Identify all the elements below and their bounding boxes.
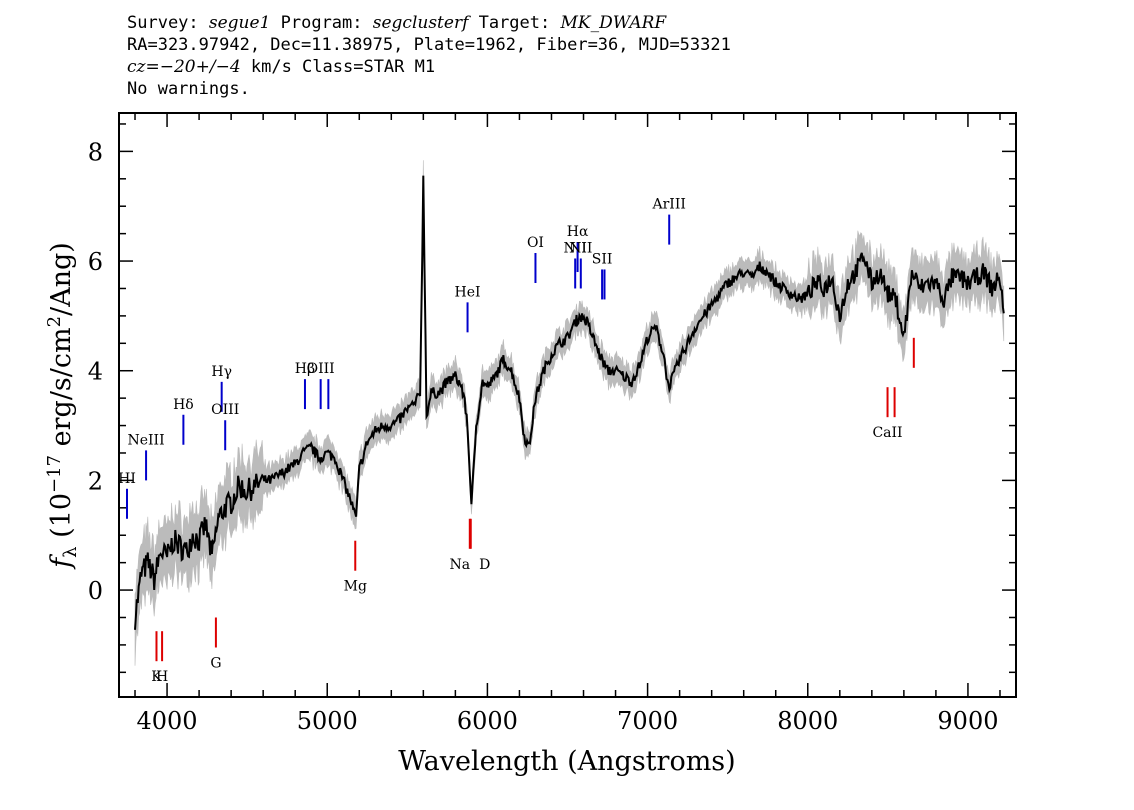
emission-line-label: Hδ — [173, 397, 194, 413]
y-axis-label: fλ (10−17 erg/s/cm2/Ang) — [44, 242, 81, 570]
target-label: Target: — [468, 13, 561, 33]
absorption-line-label: Mg — [344, 579, 367, 595]
header-line-warnings: No warnings. — [127, 79, 250, 99]
y-label-exp2: 2 — [44, 316, 65, 327]
survey-label: Survey: — [127, 13, 209, 33]
x-tick-label: 6000 — [457, 707, 518, 735]
y-label-tail: erg/s/cm — [46, 327, 77, 455]
y-tick-label: 4 — [88, 358, 103, 386]
absorption-line-label: Na — [449, 557, 470, 573]
y-tick-label: 8 — [88, 138, 103, 166]
x-axis-label: Wavelength (Angstroms) — [398, 746, 735, 777]
y-label-end: /Ang) — [46, 242, 77, 316]
absorption-line-label: CaII — [872, 425, 902, 441]
emission-line-label: NeIII — [127, 432, 164, 448]
cz-value: =−20+/−4 — [145, 57, 241, 77]
y-label-sub: λ — [60, 546, 81, 557]
emission-line-label: OIII — [307, 361, 335, 377]
program-label: Program: — [270, 13, 373, 33]
flux-line — [134, 175, 1005, 630]
absorption-line-label: D — [479, 557, 490, 573]
emission-line-label: OIII — [211, 402, 239, 418]
axis-ticks: 4000 5000 6000 7000 8000 9000 0 2 4 6 8 — [88, 113, 1016, 735]
plot-frame — [118, 112, 1017, 698]
target-value: MK_DWARF — [560, 13, 667, 33]
emission-line-label: ArIII — [652, 197, 686, 213]
absorption-line-label: H — [156, 669, 168, 685]
header-line-survey: Survey: segue1 Program: segclusterf Targ… — [127, 12, 731, 34]
emission-line-label: SII — [592, 251, 613, 267]
x-tick-label: 5000 — [297, 707, 358, 735]
class-text: km/s Class=STAR M1 — [240, 57, 436, 77]
emission-line-label: Hγ — [211, 364, 232, 380]
emission-line-label: NII — [569, 240, 592, 256]
emission-line-label: NII — [564, 240, 587, 256]
x-tick-label: 4000 — [137, 707, 198, 735]
x-tick-label: 9000 — [937, 707, 998, 735]
header-line-redshift: cz=−20+/−4 km/s Class=STAR M1 — [127, 56, 731, 78]
header-line-coordinates: RA=323.97942, Dec=11.38975, Plate=1962, … — [127, 35, 731, 55]
y-tick-label: 2 — [88, 467, 103, 495]
y-label-rest: (10 — [46, 493, 77, 546]
absorption-line-label: K — [151, 669, 162, 685]
emission-line-label: HeI — [455, 284, 481, 300]
y-tick-label: 6 — [88, 248, 103, 276]
emission-line-label: Hα — [567, 224, 589, 240]
survey-value: segue1 — [208, 13, 271, 33]
x-tick-label: 8000 — [777, 707, 838, 735]
emission-line-label: HI — [118, 471, 136, 487]
flux-series — [134, 175, 1005, 630]
y-tick-label: 0 — [88, 577, 103, 605]
y-label-f: f — [46, 554, 77, 570]
y-label-exp: −17 — [44, 455, 65, 493]
cz-label: cz — [127, 57, 146, 77]
x-tick-label: 7000 — [617, 707, 678, 735]
emission-line-label: OI — [527, 235, 544, 251]
spectrum-header: Survey: segue1 Program: segclusterf Targ… — [127, 12, 731, 100]
emission-line-label: Hβ — [295, 361, 315, 377]
absorption-line-label: G — [210, 655, 221, 671]
program-value: segclusterf — [372, 13, 469, 33]
